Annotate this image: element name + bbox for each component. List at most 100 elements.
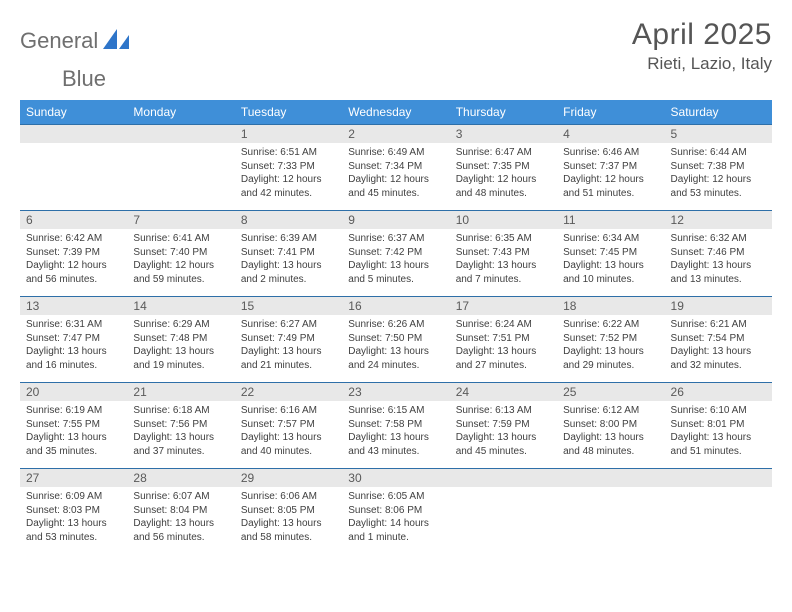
day-number: 5 (665, 125, 772, 143)
sunset-text: Sunset: 8:00 PM (563, 418, 658, 432)
day-body: Sunrise: 6:27 AMSunset: 7:49 PMDaylight:… (235, 315, 342, 382)
sunrise-text: Sunrise: 6:32 AM (671, 232, 766, 246)
day-cell: 22Sunrise: 6:16 AMSunset: 7:57 PMDayligh… (235, 383, 342, 469)
day-body: Sunrise: 6:12 AMSunset: 8:00 PMDaylight:… (557, 401, 664, 468)
daylight2-text: and 1 minute. (348, 531, 443, 545)
day-header: Friday (557, 100, 664, 125)
day-number: 27 (20, 469, 127, 487)
day-body: Sunrise: 6:35 AMSunset: 7:43 PMDaylight:… (450, 229, 557, 296)
sunset-text: Sunset: 7:51 PM (456, 332, 551, 346)
daylight2-text: and 13 minutes. (671, 273, 766, 287)
daylight2-text: and 53 minutes. (26, 531, 121, 545)
title-block: April 2025 Rieti, Lazio, Italy (632, 18, 772, 74)
day-body: Sunrise: 6:51 AMSunset: 7:33 PMDaylight:… (235, 143, 342, 210)
day-number: 21 (127, 383, 234, 401)
sunrise-text: Sunrise: 6:49 AM (348, 146, 443, 160)
day-number: 7 (127, 211, 234, 229)
day-header: Wednesday (342, 100, 449, 125)
sunset-text: Sunset: 7:59 PM (456, 418, 551, 432)
sunset-text: Sunset: 7:33 PM (241, 160, 336, 174)
day-cell: 12Sunrise: 6:32 AMSunset: 7:46 PMDayligh… (665, 211, 772, 297)
day-header: Monday (127, 100, 234, 125)
day-body: Sunrise: 6:21 AMSunset: 7:54 PMDaylight:… (665, 315, 772, 382)
daylight2-text: and 56 minutes. (133, 531, 228, 545)
daylight1-text: Daylight: 13 hours (456, 345, 551, 359)
daylight2-text: and 37 minutes. (133, 445, 228, 459)
logo-sail-icon (103, 29, 129, 54)
daylight1-text: Daylight: 14 hours (348, 517, 443, 531)
day-number-strip (665, 469, 772, 487)
sunset-text: Sunset: 7:35 PM (456, 160, 551, 174)
day-cell (20, 125, 127, 211)
sunrise-text: Sunrise: 6:16 AM (241, 404, 336, 418)
daylight2-text: and 35 minutes. (26, 445, 121, 459)
day-number: 15 (235, 297, 342, 315)
sunset-text: Sunset: 8:01 PM (671, 418, 766, 432)
day-body: Sunrise: 6:39 AMSunset: 7:41 PMDaylight:… (235, 229, 342, 296)
logo-text-accent: Blue (62, 66, 106, 91)
day-number: 10 (450, 211, 557, 229)
sunset-text: Sunset: 7:38 PM (671, 160, 766, 174)
day-number: 9 (342, 211, 449, 229)
daylight2-text: and 16 minutes. (26, 359, 121, 373)
sunset-text: Sunset: 7:55 PM (26, 418, 121, 432)
daylight1-text: Daylight: 13 hours (671, 431, 766, 445)
daylight2-text: and 32 minutes. (671, 359, 766, 373)
sunset-text: Sunset: 7:37 PM (563, 160, 658, 174)
day-body: Sunrise: 6:22 AMSunset: 7:52 PMDaylight:… (557, 315, 664, 382)
day-cell: 1Sunrise: 6:51 AMSunset: 7:33 PMDaylight… (235, 125, 342, 211)
day-cell (450, 469, 557, 555)
day-cell: 27Sunrise: 6:09 AMSunset: 8:03 PMDayligh… (20, 469, 127, 555)
sunrise-text: Sunrise: 6:47 AM (456, 146, 551, 160)
day-body: Sunrise: 6:09 AMSunset: 8:03 PMDaylight:… (20, 487, 127, 554)
sunrise-text: Sunrise: 6:05 AM (348, 490, 443, 504)
day-header: Saturday (665, 100, 772, 125)
daylight1-text: Daylight: 13 hours (348, 259, 443, 273)
day-number: 29 (235, 469, 342, 487)
sunset-text: Sunset: 7:46 PM (671, 246, 766, 260)
daylight2-text: and 58 minutes. (241, 531, 336, 545)
day-number: 24 (450, 383, 557, 401)
daylight1-text: Daylight: 13 hours (26, 345, 121, 359)
daylight1-text: Daylight: 12 hours (456, 173, 551, 187)
day-number: 14 (127, 297, 234, 315)
day-body (450, 487, 557, 549)
week-row: 20Sunrise: 6:19 AMSunset: 7:55 PMDayligh… (20, 383, 772, 469)
daylight1-text: Daylight: 12 hours (26, 259, 121, 273)
daylight1-text: Daylight: 13 hours (348, 431, 443, 445)
day-cell: 23Sunrise: 6:15 AMSunset: 7:58 PMDayligh… (342, 383, 449, 469)
day-number: 26 (665, 383, 772, 401)
day-body: Sunrise: 6:49 AMSunset: 7:34 PMDaylight:… (342, 143, 449, 210)
sunrise-text: Sunrise: 6:12 AM (563, 404, 658, 418)
sunset-text: Sunset: 7:39 PM (26, 246, 121, 260)
daylight1-text: Daylight: 13 hours (456, 259, 551, 273)
day-cell: 26Sunrise: 6:10 AMSunset: 8:01 PMDayligh… (665, 383, 772, 469)
day-cell: 15Sunrise: 6:27 AMSunset: 7:49 PMDayligh… (235, 297, 342, 383)
day-body: Sunrise: 6:31 AMSunset: 7:47 PMDaylight:… (20, 315, 127, 382)
daylight1-text: Daylight: 13 hours (26, 431, 121, 445)
day-number: 20 (20, 383, 127, 401)
day-cell: 24Sunrise: 6:13 AMSunset: 7:59 PMDayligh… (450, 383, 557, 469)
daylight2-text: and 56 minutes. (26, 273, 121, 287)
sunset-text: Sunset: 7:41 PM (241, 246, 336, 260)
day-cell: 7Sunrise: 6:41 AMSunset: 7:40 PMDaylight… (127, 211, 234, 297)
daylight1-text: Daylight: 12 hours (671, 173, 766, 187)
daylight2-text: and 59 minutes. (133, 273, 228, 287)
day-cell (557, 469, 664, 555)
daylight1-text: Daylight: 13 hours (241, 431, 336, 445)
day-number: 3 (450, 125, 557, 143)
daylight2-text: and 45 minutes. (456, 445, 551, 459)
day-cell: 11Sunrise: 6:34 AMSunset: 7:45 PMDayligh… (557, 211, 664, 297)
sunrise-text: Sunrise: 6:51 AM (241, 146, 336, 160)
week-row: 1Sunrise: 6:51 AMSunset: 7:33 PMDaylight… (20, 125, 772, 211)
day-number: 2 (342, 125, 449, 143)
daylight2-text: and 43 minutes. (348, 445, 443, 459)
daylight1-text: Daylight: 13 hours (671, 259, 766, 273)
sunrise-text: Sunrise: 6:24 AM (456, 318, 551, 332)
sunrise-text: Sunrise: 6:42 AM (26, 232, 121, 246)
sunrise-text: Sunrise: 6:07 AM (133, 490, 228, 504)
day-cell: 25Sunrise: 6:12 AMSunset: 8:00 PMDayligh… (557, 383, 664, 469)
daylight2-text: and 51 minutes. (671, 445, 766, 459)
sunset-text: Sunset: 8:04 PM (133, 504, 228, 518)
sunrise-text: Sunrise: 6:26 AM (348, 318, 443, 332)
